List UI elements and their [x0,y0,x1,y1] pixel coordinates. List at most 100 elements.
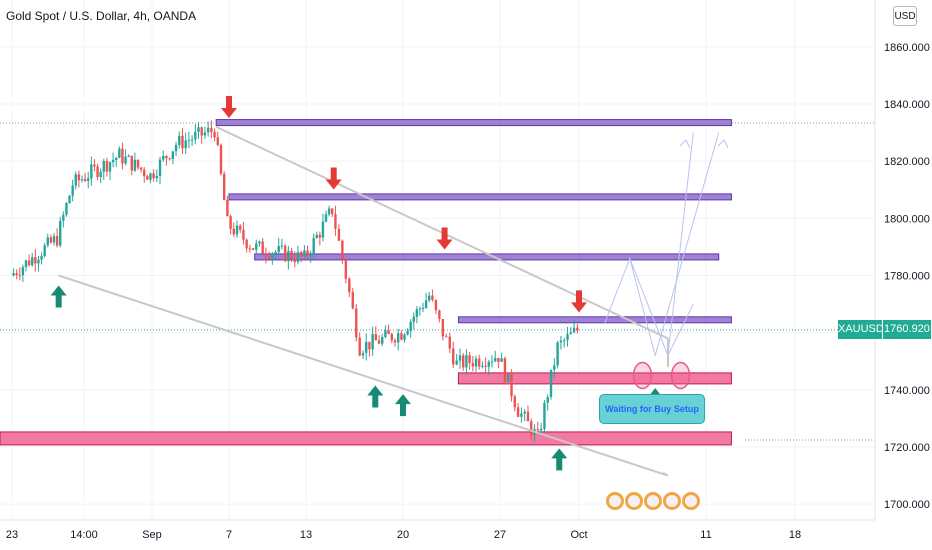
time-axis-label: 14:00 [70,529,98,541]
candle-body [171,151,175,160]
candle-body [87,178,90,181]
candle-body [102,160,105,172]
candle-body [569,332,572,335]
candle-body [293,259,296,263]
support-zone [0,431,732,446]
time-axis-label: 23 [6,529,18,541]
candle-body [500,358,503,362]
candle-body [418,308,422,310]
candle-body [327,208,331,215]
candle-body [74,174,77,186]
time-axis-label: 27 [494,529,506,541]
candle-body [361,352,365,356]
candle-body [146,176,149,180]
candle-body [168,158,171,160]
candle-body [118,148,121,158]
candle-body [59,220,62,246]
candle-body [111,160,115,163]
candle-body [546,396,549,403]
candle-body [31,257,34,266]
coin-icon[interactable] [682,492,700,510]
candle-body [337,228,341,241]
coin-icon[interactable] [663,492,681,510]
candle-body [478,358,481,367]
candle-body [184,140,187,149]
candle-body [424,300,428,308]
candle-body [559,340,563,343]
candle-body [497,357,500,362]
candle-body [203,132,207,136]
candle-body [213,131,216,138]
projection-path [603,132,694,356]
candle-body [174,145,178,152]
candle-body [232,228,236,235]
candle-body [65,203,68,215]
projection-path [667,303,694,356]
candle-body [503,358,507,382]
candle-body [24,260,28,268]
candle-body [255,243,258,250]
time-axis-label: 20 [397,529,409,541]
candle-body [412,316,415,322]
candle-body [49,237,53,243]
candle-body [242,229,245,240]
candle-body [387,330,390,334]
candle-body [287,250,290,262]
candle-body [248,248,252,250]
candle-body [513,396,517,408]
candle-body [130,155,133,171]
candle-body [549,369,553,397]
candle-body [438,310,441,319]
candle-body [406,331,409,335]
candle-body [93,164,96,167]
candle-body [421,307,425,309]
candle-body [520,413,523,417]
candle-body [197,127,200,132]
candle-body [264,253,268,257]
currency-button[interactable]: USD [893,6,917,26]
waiting-for-buy-setup-note[interactable]: Waiting for Buy Setup [599,394,705,424]
coin-icon[interactable] [606,492,624,510]
candle-body [37,259,40,264]
candle-body [400,333,403,340]
candle-body [55,236,59,246]
candle-body [455,360,458,365]
candle-body [465,355,468,368]
projection-path [629,132,720,358]
candle-body [12,273,15,276]
candle-body [397,333,400,343]
candle-body [507,374,510,382]
candle-body [315,234,318,238]
resistance-zone [215,119,732,127]
candle-body [105,160,109,172]
time-axis-label: 11 [700,529,711,541]
candle-body [152,173,155,179]
candle-body [358,337,361,356]
candle-body [83,179,87,181]
candle-body [556,342,559,366]
candle-body [77,174,81,181]
time-axis-label: 7 [226,529,232,541]
candle-body [321,221,325,238]
trend-line [58,274,669,477]
trend-line [662,471,669,477]
time-axis-label: 18 [789,529,801,541]
sell-arrow-icon [325,167,342,190]
candle-body [68,195,71,204]
candle-body [21,267,25,276]
candle-body [62,214,65,221]
candle-body [158,159,162,177]
candle-body [280,245,284,247]
candle-body [393,340,397,343]
symbol-label: XAUUSD [838,320,884,339]
candle-body [355,308,358,338]
coin-icon[interactable] [625,492,643,510]
projection-arrowhead [679,139,691,149]
candle-body [409,321,412,332]
candle-body [27,260,31,266]
candle-body [190,139,194,141]
coin-icon[interactable] [644,492,662,510]
candle-body [365,341,368,353]
candle-body [368,341,371,350]
